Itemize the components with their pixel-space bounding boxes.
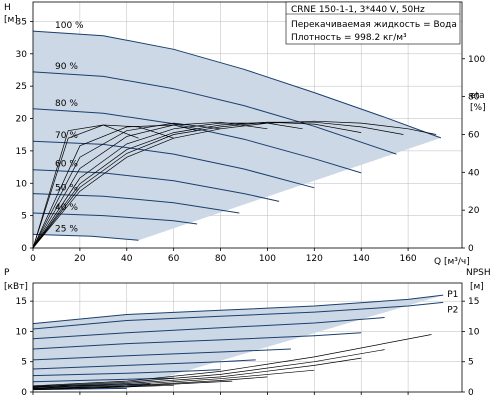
q-tick-label: 60: [168, 254, 180, 264]
npsh-tick-label: 15: [468, 297, 479, 307]
eta-tick-label: 100: [468, 55, 485, 65]
p-tick-label: 5: [21, 358, 27, 368]
h-tick-label: 15: [16, 147, 27, 157]
eta-tick-label: 0: [468, 244, 474, 254]
h-tick-label: 25: [16, 82, 27, 92]
chart-title: CRNE 150-1-1, 3*440 V, 50Hz: [291, 5, 425, 15]
speed-label: 60 %: [55, 160, 78, 170]
h-axis-unit: [м]: [4, 15, 18, 25]
npsh-axis-unit: [м]: [470, 282, 484, 292]
head-curve: [32, 140, 315, 189]
efficiency-curve: [32, 121, 404, 249]
h-tick-label: 10: [16, 179, 28, 189]
npsh-tick-label: 10: [468, 327, 480, 337]
h-tick-label: 5: [21, 212, 27, 222]
head-efficiency-plot: 100 %90 %80 %70 %60 %50 %40 %25 %0510152…: [16, 1, 485, 264]
power-curve: [32, 359, 256, 370]
lower-plot-frame: [32, 282, 463, 393]
npsh-tick-label: 5: [468, 358, 474, 368]
eta-tick-label: 40: [468, 168, 480, 178]
p-tick-label: 10: [16, 327, 28, 337]
npsh-curve: [32, 349, 385, 387]
speed-label: 25 %: [55, 224, 78, 234]
p-tick-label: 15: [16, 297, 27, 307]
q-tick-label: 40: [121, 254, 133, 264]
speed-label: 80 %: [55, 99, 78, 109]
eta-tick-label: 20: [468, 206, 480, 216]
head-curve: [32, 169, 280, 202]
npsh-curve: [32, 357, 362, 388]
efficiency-curve: [32, 122, 221, 249]
info-box: CRNE 150-1-1, 3*440 V, 50Hz Перекачиваем…: [285, 1, 461, 45]
eta-axis-unit: [%]: [470, 103, 486, 113]
fluid-text: Перекачиваемая жидкость = Вода: [291, 20, 457, 30]
q-tick-label: 0: [30, 254, 36, 264]
eta-tick-label: 80: [468, 93, 480, 103]
p1-label: P1: [447, 290, 458, 300]
q-tick-label: 20: [74, 254, 86, 264]
eta-tick-label: 60: [468, 130, 480, 140]
density-text: Плотность = 998.2 кг/м³: [291, 33, 407, 43]
npsh-curve: [32, 334, 432, 387]
npsh-curve: [32, 384, 174, 390]
npsh-curve: [32, 369, 315, 389]
npsh-tick-label: 0: [468, 388, 474, 398]
eta-axis-title: eta: [470, 91, 485, 101]
power-range-area: [33, 295, 444, 390]
h-axis-title: H: [4, 3, 11, 13]
speed-label: 40 %: [55, 203, 78, 213]
q-tick-label: 80: [215, 254, 227, 264]
head-curve: [32, 71, 397, 155]
power-curve: [32, 332, 362, 350]
efficiency-curve: [32, 122, 303, 249]
p-axis-unit: [кВт]: [4, 282, 28, 292]
power-npsh-plot: P1 P2 0 5 10 15 0 5 10 15: [16, 282, 480, 398]
npsh-curve: [32, 380, 233, 390]
q-tick-label: 120: [306, 254, 323, 264]
h-tick-label: 0: [21, 244, 27, 254]
h-tick-label: 35: [16, 17, 27, 27]
efficiency-curve: [32, 124, 139, 249]
power-curve: [32, 301, 444, 330]
p-axis-title: P: [4, 268, 10, 278]
h-tick-label: 20: [16, 115, 28, 125]
head-curve: [32, 233, 139, 241]
q-tick-label: 100: [259, 254, 276, 264]
power-curve: [32, 317, 385, 340]
speed-label: 50 %: [55, 184, 78, 194]
efficiency-curve: [32, 121, 362, 249]
head-curve: [32, 30, 442, 139]
head-curve: [32, 193, 240, 214]
q-axis-label: Q [м³/ч]: [434, 257, 470, 267]
upper-plot-frame: [32, 1, 463, 249]
efficiency-curve: [32, 120, 437, 249]
power-curve: [32, 294, 444, 325]
speed-label: 100 %: [55, 21, 84, 31]
efficiency-curve: [32, 124, 198, 249]
speed-label: 90 %: [55, 62, 78, 72]
power-curve: [32, 348, 291, 361]
head-curve: [32, 212, 198, 225]
h-tick-label: 30: [16, 50, 28, 60]
q-tick-label: 140: [353, 254, 370, 264]
q-tick-label: 160: [399, 254, 416, 264]
npsh-curve: [32, 376, 268, 389]
power-curve: [32, 369, 221, 377]
info-box-frame: [285, 1, 461, 45]
p2-label: P2: [447, 305, 458, 315]
npsh-axis-title: NPSH: [466, 268, 491, 278]
p-tick-label: 0: [21, 388, 27, 398]
operating-range-area: [33, 31, 441, 241]
